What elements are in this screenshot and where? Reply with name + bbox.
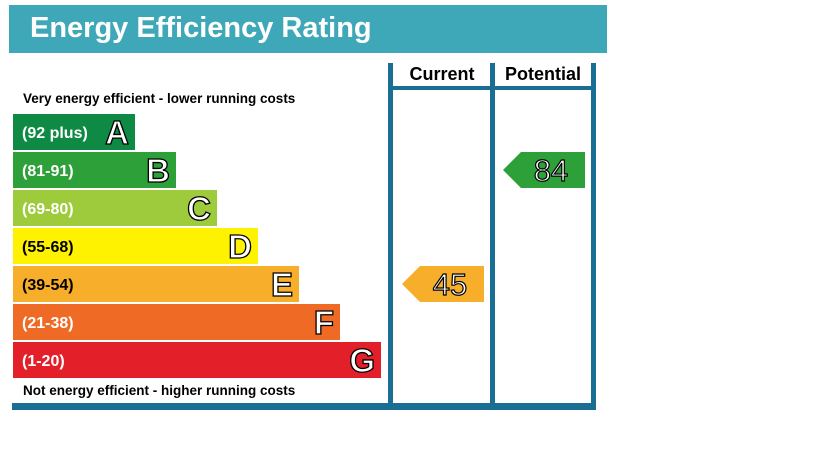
band-bar-f <box>13 304 340 340</box>
band-bar-e <box>13 266 299 302</box>
band-range-label: (81-91) <box>22 163 74 180</box>
band-letter: D <box>228 228 252 265</box>
band-bar-g <box>13 342 381 378</box>
potential-rating-arrow: 84 <box>503 152 585 189</box>
band-range-label: (55-68) <box>22 239 74 256</box>
band-range-label: (21-38) <box>22 315 74 332</box>
band-bar-b <box>13 152 176 188</box>
chart-frame <box>12 63 596 410</box>
potential-rating-arrow-value: 84 <box>534 153 568 188</box>
band-c: (69-80) C <box>13 189 217 228</box>
band-letter: E <box>271 266 293 303</box>
band-bar-d <box>13 228 258 264</box>
band-range-label: (39-54) <box>22 277 74 294</box>
current-column-header: Current <box>409 64 474 84</box>
band-b: (81-91) B <box>13 151 176 190</box>
chart-title: Energy Efficiency Rating <box>9 5 607 53</box>
band-bar-c <box>13 190 217 226</box>
rating-bands: (92 plus) A(81-91) B(69-80) C(55-68) D(39-54… <box>13 113 381 380</box>
current-rating-arrow: 45 <box>402 266 484 303</box>
band-letter: G <box>349 342 375 379</box>
rating-arrows: 45 84 <box>402 152 585 303</box>
band-range-label: (92 plus) <box>22 125 88 142</box>
band-range-label: (69-80) <box>22 201 74 218</box>
potential-column-header: Potential <box>505 64 581 84</box>
current-rating-arrow-value: 45 <box>433 267 467 302</box>
band-letter: C <box>187 190 211 227</box>
band-d: (55-68) D <box>13 227 258 266</box>
band-range-label: (1-20) <box>22 353 65 370</box>
band-letter: A <box>105 114 129 151</box>
bottom-note: Not energy efficient - higher running co… <box>23 383 295 398</box>
top-note: Very energy efficient - lower running co… <box>23 91 295 106</box>
current-rating-arrow-shape <box>402 266 484 302</box>
potential-rating-arrow-shape <box>503 152 585 188</box>
band-e: (39-54) E <box>13 265 299 304</box>
band-g: (1-20) G <box>13 341 381 380</box>
band-a: (92 plus) A <box>13 113 135 152</box>
band-letter: B <box>146 152 170 189</box>
band-letter: F <box>314 304 334 341</box>
band-f: (21-38) F <box>13 303 340 342</box>
band-bar-a <box>13 114 135 150</box>
